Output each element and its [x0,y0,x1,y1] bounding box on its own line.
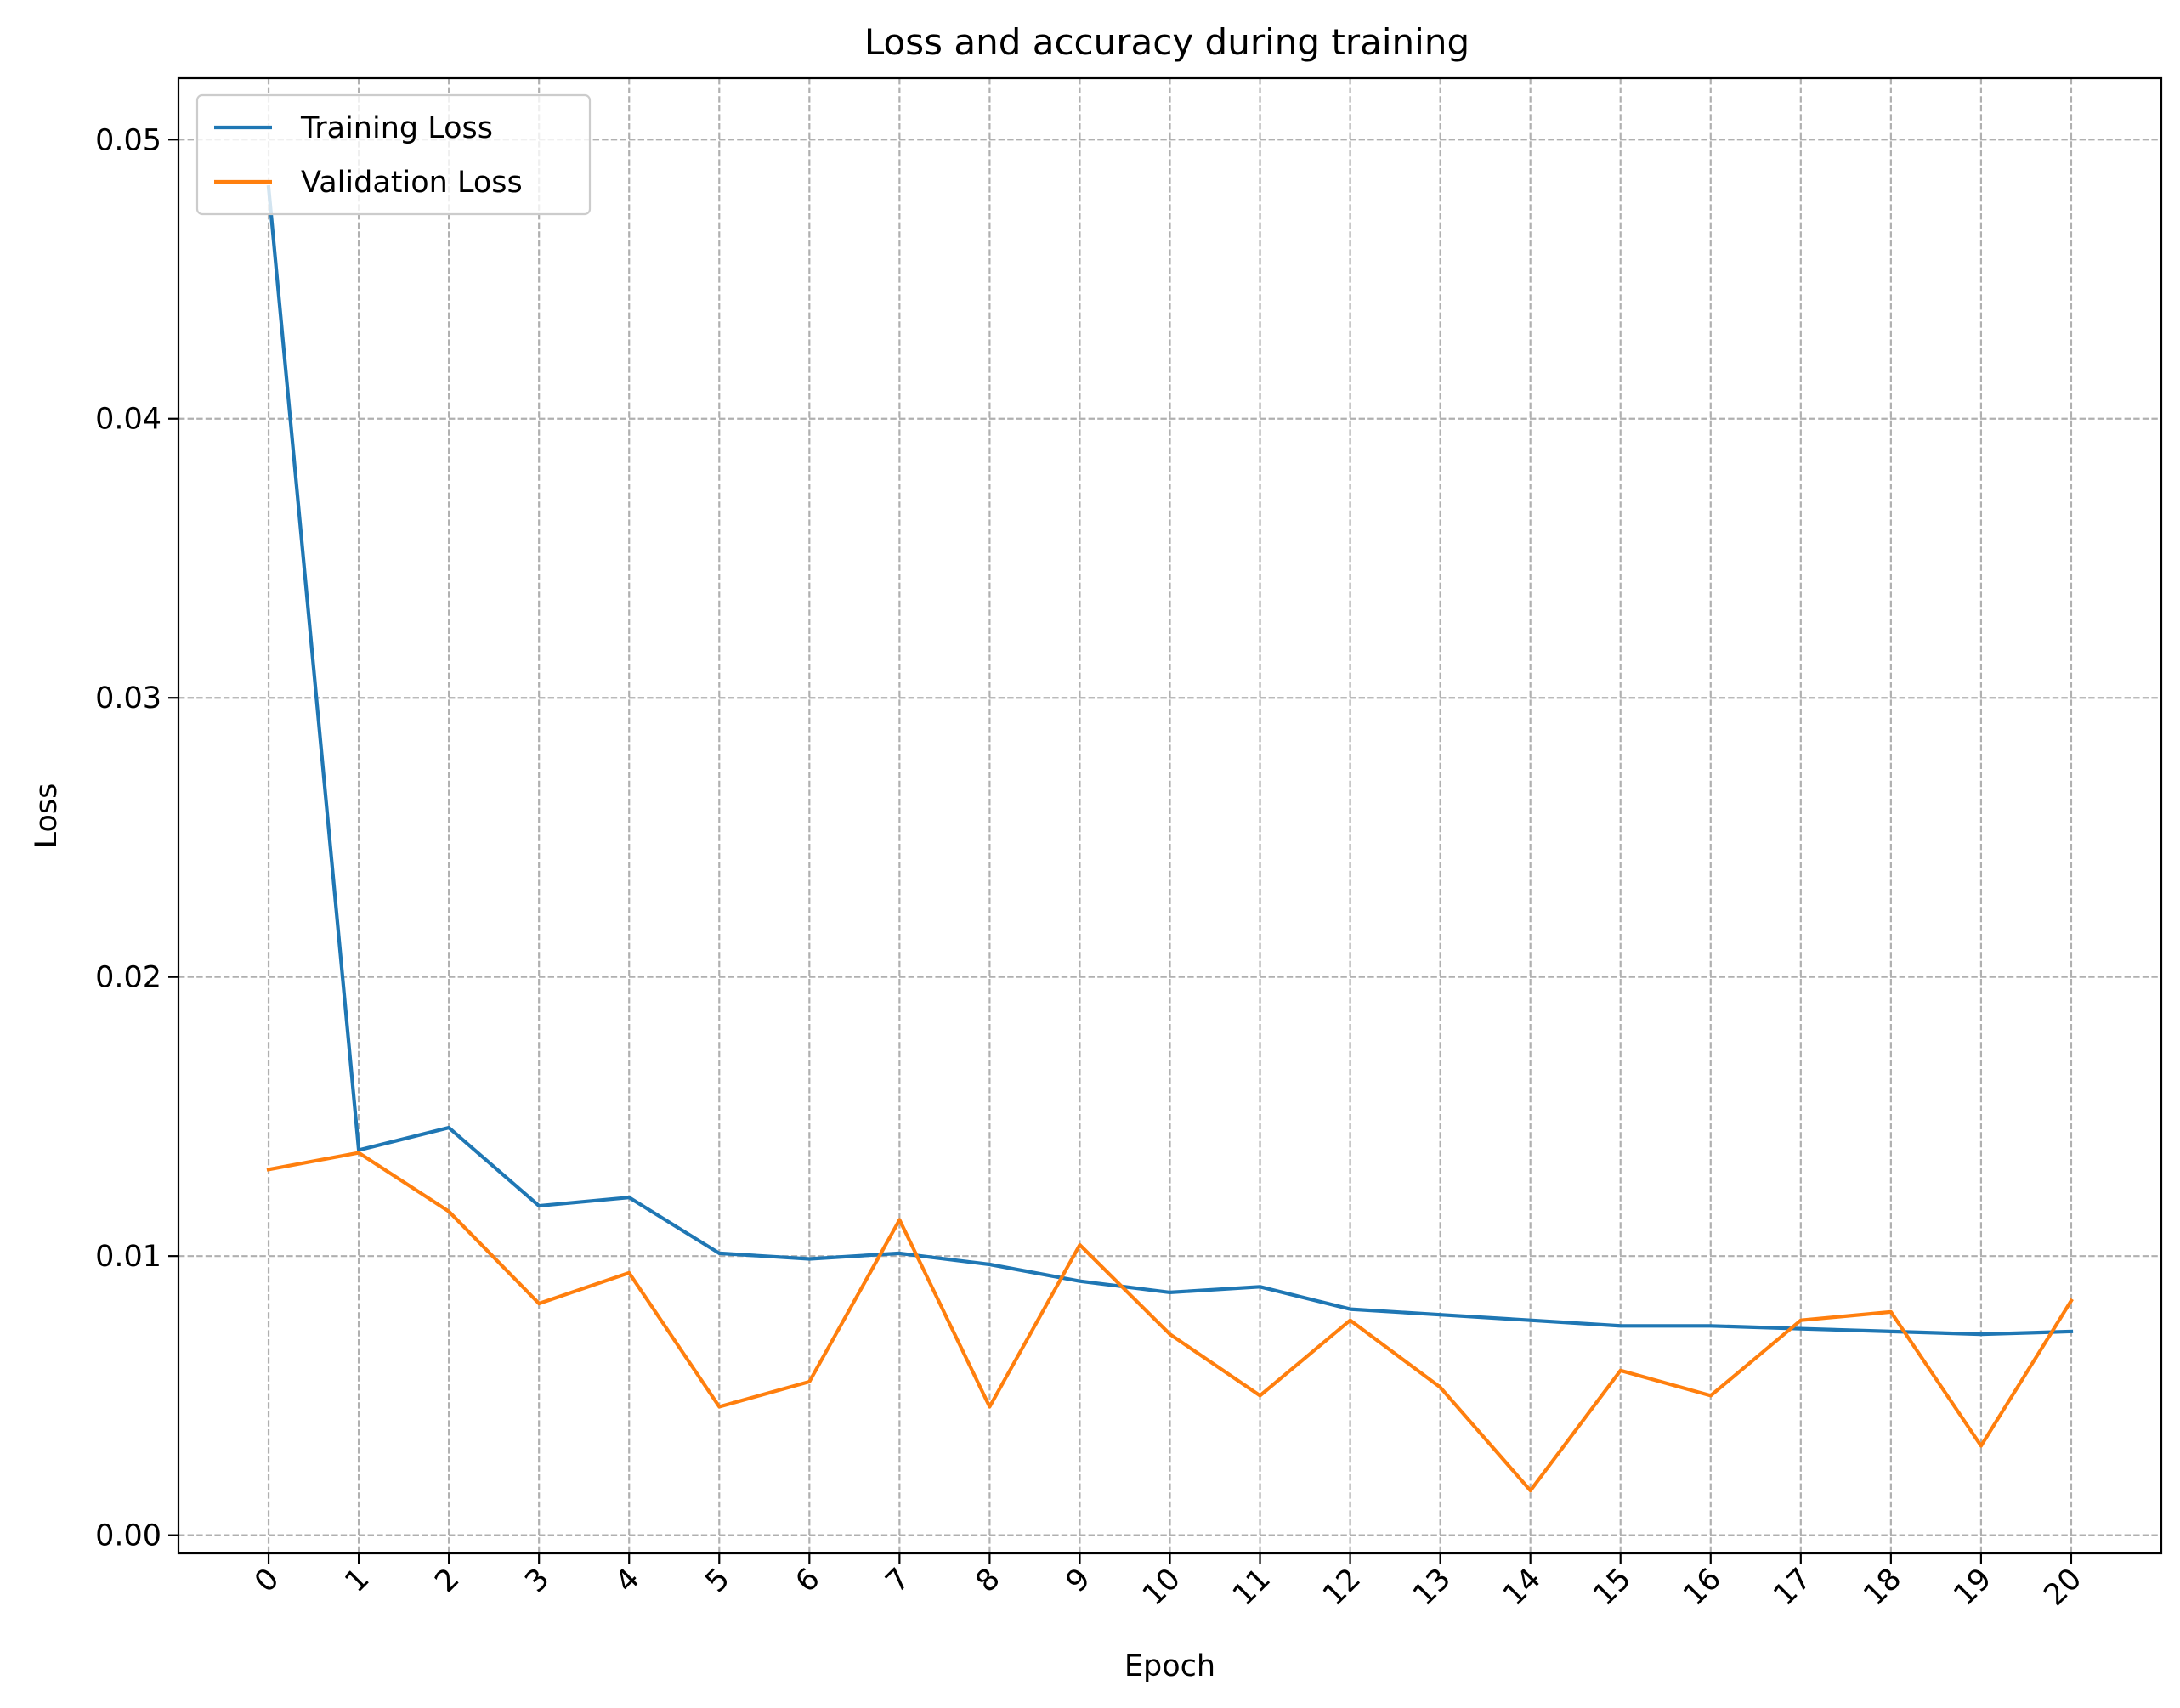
y-tick-label: 0.00 [95,1519,161,1553]
y-tick-label: 0.04 [95,403,161,437]
chart-title: Loss and accuracy during training [864,21,1469,63]
series-line-training-loss [266,184,2074,1337]
x-axis-label: Epoch [1124,1649,1215,1683]
series-line-validation-loss [266,1151,2074,1493]
grid-layer [178,78,2161,1553]
y-tick-label: 0.03 [95,682,161,715]
y-tick-label: 0.05 [95,123,161,157]
legend-label: Training Loss [300,111,493,145]
legend-frame [195,93,592,216]
y-axis-label: Loss [30,783,64,849]
series-layer [266,184,2074,1493]
legend-label: Validation Loss [301,166,523,200]
y-tick-label: 0.02 [95,961,161,995]
legend: Training Loss Validation Loss [195,93,592,216]
y-tick-label: 0.01 [95,1240,161,1274]
